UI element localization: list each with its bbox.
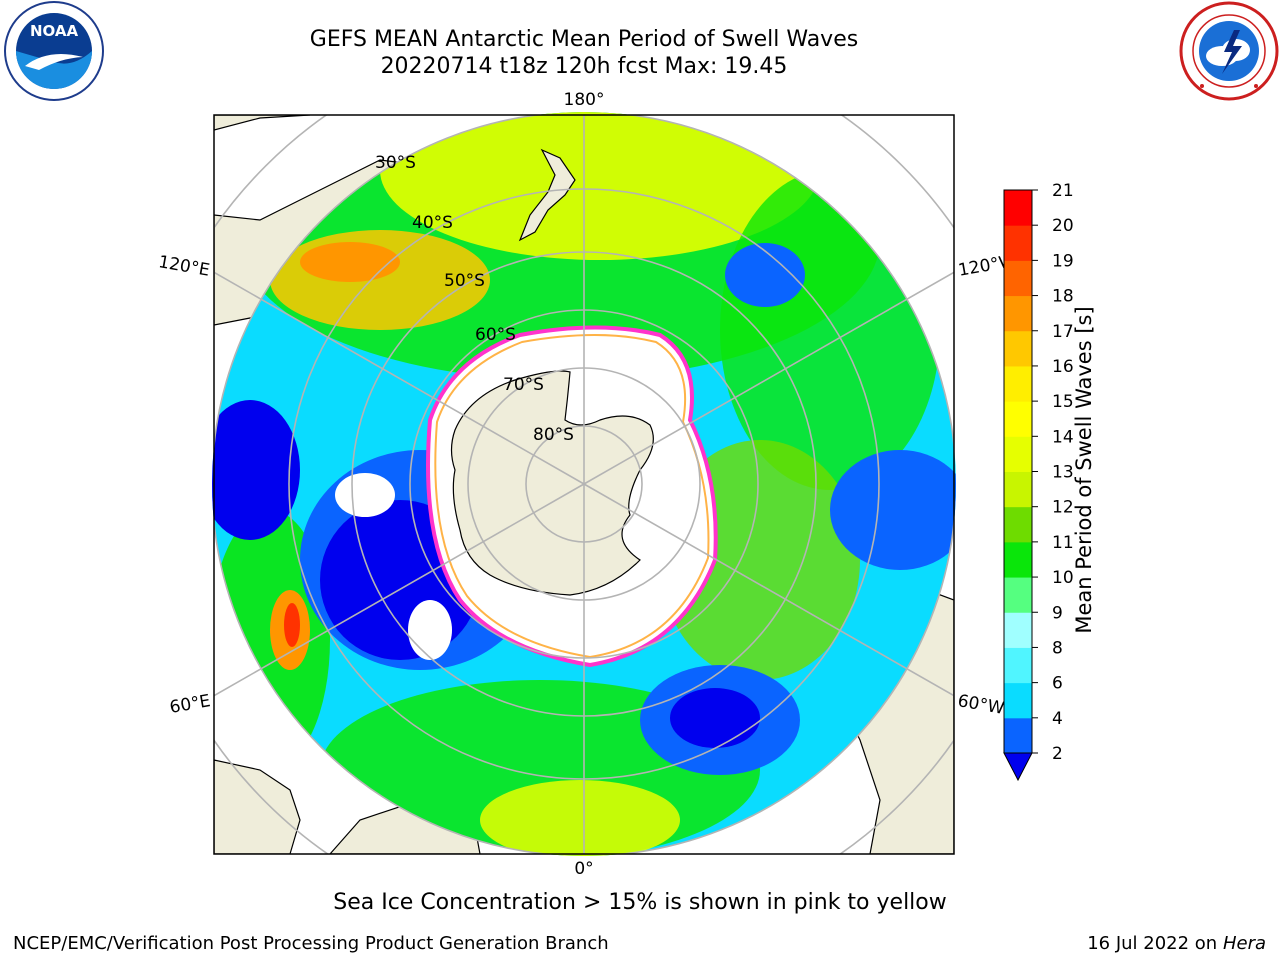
colorbar-segment — [1004, 541, 1032, 578]
lat-label-60s: 60°S — [475, 325, 516, 345]
colorbar-segment — [1004, 471, 1032, 508]
new-zealand — [518, 148, 576, 242]
colorbar-tick-label: 18 — [1052, 287, 1074, 307]
colorbar-segment — [1004, 295, 1032, 332]
lat-label-30s: 30°S — [375, 153, 416, 173]
footer-date-text: 16 Jul 2022 on — [1087, 933, 1223, 954]
colorbar-extend-arrow — [1003, 752, 1033, 782]
graticule — [214, 115, 954, 854]
nws-logo — [1179, 1, 1279, 101]
lat-label-50s: 50°S — [444, 271, 485, 291]
colorbar-tick-label: 2 — [1052, 744, 1063, 764]
map-subtitle: 20220714 t18z 120h fcst Max: 19.45 — [380, 54, 788, 79]
colorbar-segment — [1004, 436, 1032, 472]
colorbar-tick-label: 12 — [1052, 498, 1074, 518]
footer-host: Hera — [1222, 933, 1266, 954]
colorbar-segment — [1004, 647, 1032, 684]
colorbar-tick-label: 13 — [1052, 463, 1074, 483]
lon-label-60w: 60°W — [956, 691, 1006, 719]
colorbar-segment — [1004, 682, 1032, 719]
colorbar-tick-label: 6 — [1052, 674, 1063, 694]
colorbar-tick-label: 20 — [1052, 216, 1074, 236]
lon-label-0: 0° — [574, 859, 593, 879]
colorbar-tick-label: 16 — [1052, 357, 1074, 377]
colorbar-segment — [1004, 260, 1032, 297]
lat-label-70s: 70°S — [503, 375, 544, 395]
colorbar: 2 4 6 8 9 10 11 12 13 14 15 16 17 18 19 20 21 — [1003, 181, 1074, 782]
lat-label-80s: 80°S — [533, 425, 574, 445]
colorbar-tick-label: 14 — [1052, 427, 1074, 447]
colorbar-segment — [1004, 365, 1032, 402]
colorbar-tick-label: 19 — [1052, 251, 1074, 271]
colorbar-tick-label: 21 — [1052, 181, 1074, 201]
noaa-logo: NOAA — [4, 1, 104, 101]
colorbar-tick-label: 10 — [1052, 568, 1074, 588]
colorbar-segment — [1004, 577, 1032, 613]
colorbar-tick-label: 11 — [1052, 533, 1074, 553]
footer-date: 16 Jul 2022 on Hera — [1087, 933, 1266, 954]
footer-credit: NCEP/EMC/Verification Post Processing Pr… — [13, 933, 609, 954]
colorbar-segment — [1004, 717, 1032, 754]
colorbar-segment — [1004, 225, 1032, 261]
colorbar-tick-label: 8 — [1052, 638, 1063, 658]
noaa-logo-text: NOAA — [30, 22, 79, 40]
colorbar-segment — [1004, 612, 1032, 648]
colorbar-segment — [1004, 401, 1032, 437]
map-title: GEFS MEAN Antarctic Mean Period of Swell… — [309, 27, 859, 52]
lat-label-40s: 40°S — [412, 213, 453, 233]
sea-ice-footnote: Sea Ice Concentration > 15% is shown in … — [333, 890, 947, 915]
colorbar-tick-label: 17 — [1052, 322, 1074, 342]
colorbar-tick-label: 15 — [1052, 392, 1074, 412]
colorbar-segment — [1004, 506, 1032, 543]
colorbar-segment — [1004, 190, 1032, 226]
colorbar-tick-label: 4 — [1052, 709, 1063, 729]
map-frame — [213, 114, 955, 855]
colorbar-label: Mean Period of Swell Waves [s] — [1072, 306, 1096, 634]
lon-label-180: 180° — [564, 90, 605, 110]
colorbar-segment — [1004, 330, 1032, 367]
lon-label-120e: 120°E — [157, 252, 211, 281]
lon-label-60e: 60°E — [168, 691, 212, 718]
colorbar-tick-label: 9 — [1052, 603, 1063, 623]
